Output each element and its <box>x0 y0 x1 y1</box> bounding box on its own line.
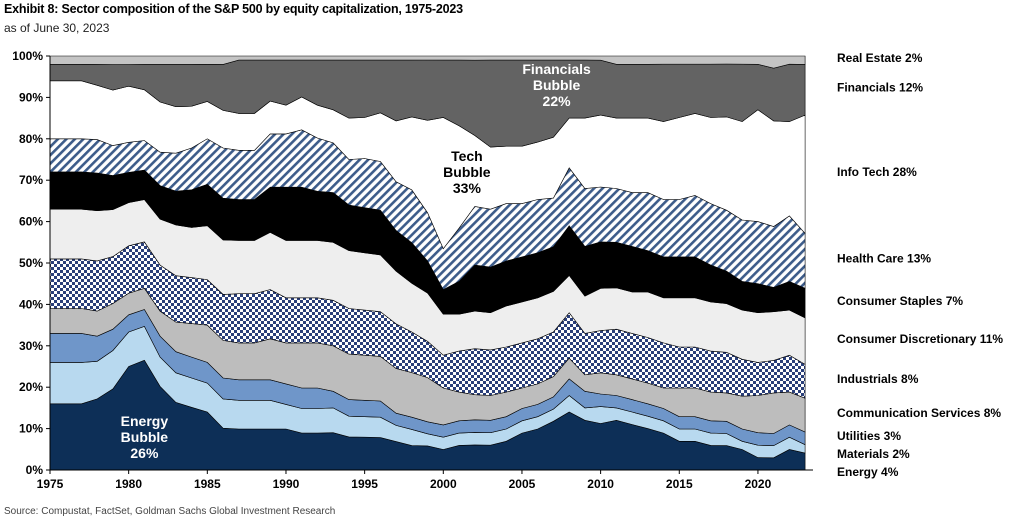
annotation-text: Bubble <box>443 164 491 180</box>
x-tick-label: 1990 <box>273 477 300 491</box>
y-tick-label: 60% <box>19 215 43 229</box>
legend-label-financials: Financials 12% <box>837 81 923 95</box>
y-tick-label: 100% <box>12 49 43 63</box>
annotations: EnergyBubble26%TechBubble33%FinancialsBu… <box>121 61 591 461</box>
y-tick-label: 80% <box>19 132 43 146</box>
annotation-text: Bubble <box>533 77 581 93</box>
legend-label-real-estate: Real Estate 2% <box>837 51 923 65</box>
source-note: Source: Compustat, FactSet, Goldman Sach… <box>4 506 336 517</box>
annotation-text: Energy <box>121 413 169 429</box>
y-tick-label: 90% <box>19 90 43 104</box>
x-tick-label: 1985 <box>194 477 221 491</box>
y-tick-label: 40% <box>19 297 43 311</box>
x-tick-label: 1980 <box>115 477 142 491</box>
legend-label-utilities: Utilities 3% <box>837 429 901 443</box>
annotation-text: 33% <box>453 180 482 196</box>
area-layers <box>49 55 806 471</box>
x-tick-label: 2015 <box>666 477 693 491</box>
x-tick-label: 2005 <box>509 477 536 491</box>
y-tick-label: 0% <box>26 463 44 477</box>
x-tick-label: 2020 <box>745 477 772 491</box>
annotation-text: Tech <box>451 148 483 164</box>
legend-label-consumer-discretionary: Consumer Discretionary 11% <box>837 332 1003 346</box>
chart-title: Exhibit 8: Sector composition of the S&P… <box>4 2 463 16</box>
chart-subtitle: as of June 30, 2023 <box>4 21 110 35</box>
x-tick-label: 2000 <box>430 477 457 491</box>
legend-label-industrials: Industrials 8% <box>837 372 919 386</box>
x-tick-label: 2010 <box>587 477 614 491</box>
annotation-text: 26% <box>130 445 159 461</box>
y-tick-label: 20% <box>19 380 43 394</box>
area-real-estate <box>49 55 806 69</box>
axes: 0% 10% 20% 30% 40% 50% 60% 70% 80% 90% 100% 1975 198… <box>12 49 813 491</box>
legend-label-info-tech: Info Tech 28% <box>837 165 917 179</box>
legend: Real Estate 2% Financials 12% Info Tech 28… <box>837 51 1003 479</box>
x-tick-label: 1995 <box>351 477 378 491</box>
annotation-text: 22% <box>543 93 572 109</box>
legend-label-communication-services: Communication Services 8% <box>837 406 1001 420</box>
legend-label-health-care: Health Care 13% <box>837 252 931 266</box>
y-tick-label: 70% <box>19 173 43 187</box>
annotation-text: Financials <box>522 61 591 77</box>
legend-label-energy: Energy 4% <box>837 465 899 479</box>
y-tick-label: 50% <box>19 256 43 270</box>
x-tick-label: 1975 <box>37 477 64 491</box>
annotation-text: Bubble <box>121 429 169 445</box>
y-tick-label: 30% <box>19 339 43 353</box>
legend-label-materials: Materials 2% <box>837 447 910 461</box>
legend-label-consumer-staples: Consumer Staples 7% <box>837 294 963 308</box>
y-tick-label: 10% <box>19 422 43 436</box>
